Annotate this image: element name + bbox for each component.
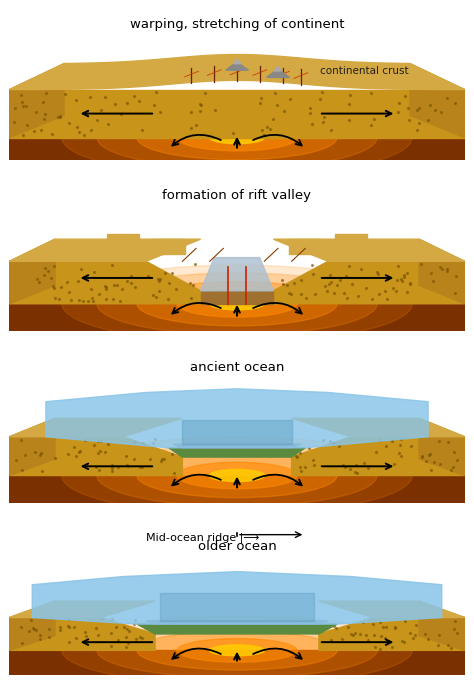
Polygon shape	[9, 137, 465, 160]
Text: older ocean: older ocean	[198, 541, 276, 554]
Polygon shape	[169, 448, 305, 457]
Ellipse shape	[97, 106, 377, 168]
Polygon shape	[137, 624, 337, 634]
Polygon shape	[292, 418, 465, 437]
Polygon shape	[182, 420, 292, 444]
Polygon shape	[9, 261, 201, 304]
Ellipse shape	[62, 99, 412, 177]
Ellipse shape	[137, 115, 337, 160]
Ellipse shape	[137, 282, 337, 326]
Polygon shape	[9, 89, 465, 137]
FancyBboxPatch shape	[335, 234, 367, 249]
Polygon shape	[9, 304, 465, 332]
Polygon shape	[419, 601, 465, 651]
Polygon shape	[292, 437, 465, 475]
Ellipse shape	[97, 444, 377, 506]
Polygon shape	[201, 258, 273, 291]
Polygon shape	[410, 64, 465, 137]
Ellipse shape	[62, 265, 412, 343]
Polygon shape	[273, 261, 465, 304]
Polygon shape	[274, 67, 282, 71]
Ellipse shape	[210, 297, 264, 310]
Polygon shape	[273, 239, 465, 261]
Ellipse shape	[177, 462, 297, 489]
Polygon shape	[9, 601, 155, 618]
Polygon shape	[46, 389, 428, 448]
Polygon shape	[9, 54, 465, 89]
Polygon shape	[9, 618, 155, 651]
Ellipse shape	[137, 453, 337, 497]
Polygon shape	[233, 59, 241, 64]
Ellipse shape	[210, 131, 264, 144]
Polygon shape	[266, 69, 289, 78]
Polygon shape	[32, 572, 442, 624]
Polygon shape	[173, 444, 301, 448]
FancyBboxPatch shape	[289, 239, 321, 254]
Polygon shape	[319, 601, 465, 618]
Polygon shape	[9, 651, 465, 675]
Polygon shape	[9, 239, 201, 261]
Polygon shape	[9, 64, 64, 137]
Ellipse shape	[177, 291, 297, 317]
Text: Mid-ocean ridge |⟶: Mid-ocean ridge |⟶	[146, 532, 259, 543]
Ellipse shape	[177, 124, 297, 151]
Polygon shape	[419, 418, 465, 475]
FancyBboxPatch shape	[107, 234, 139, 249]
Text: warping, stretching of continent: warping, stretching of continent	[130, 18, 344, 30]
Text: continental crust: continental crust	[320, 66, 409, 76]
Polygon shape	[419, 239, 465, 304]
Ellipse shape	[210, 469, 264, 482]
Ellipse shape	[62, 437, 412, 515]
Polygon shape	[226, 62, 248, 70]
Text: formation of rift valley: formation of rift valley	[163, 190, 311, 202]
Ellipse shape	[97, 623, 377, 678]
Ellipse shape	[210, 645, 264, 656]
Text: ancient ocean: ancient ocean	[190, 361, 284, 374]
FancyBboxPatch shape	[153, 239, 185, 254]
Polygon shape	[9, 437, 182, 475]
Ellipse shape	[97, 273, 377, 335]
Polygon shape	[9, 239, 55, 304]
Ellipse shape	[62, 616, 412, 685]
Ellipse shape	[137, 631, 337, 670]
Polygon shape	[319, 618, 465, 651]
Polygon shape	[146, 621, 328, 624]
Polygon shape	[9, 601, 55, 651]
Polygon shape	[9, 475, 465, 503]
Polygon shape	[160, 593, 314, 621]
Polygon shape	[9, 418, 182, 437]
Ellipse shape	[177, 638, 297, 662]
Polygon shape	[201, 291, 273, 304]
Polygon shape	[9, 418, 55, 475]
